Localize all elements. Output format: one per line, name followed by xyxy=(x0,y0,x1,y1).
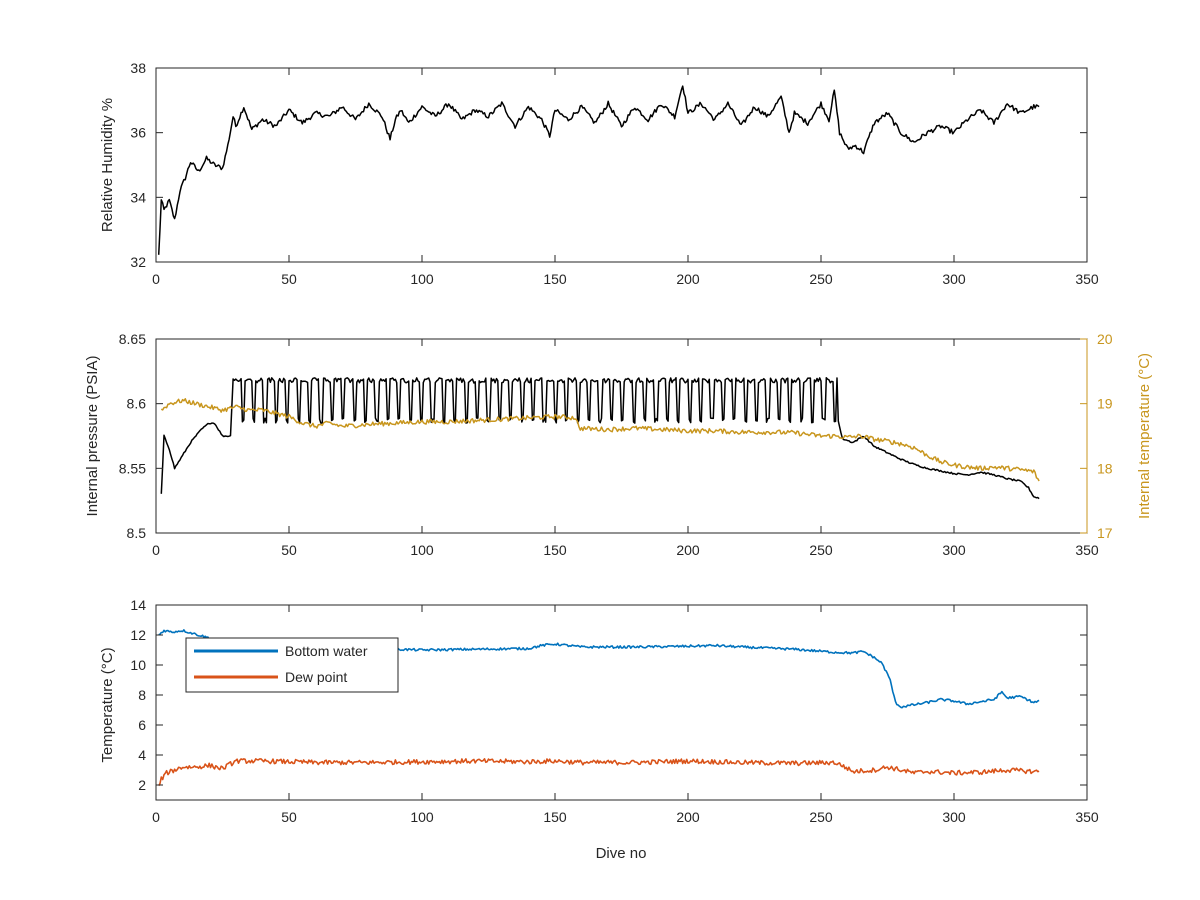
temperature-y-tick-label: 12 xyxy=(130,627,146,643)
pressure-x-tick-label: 100 xyxy=(410,542,434,558)
temperature-x-tick-label: 300 xyxy=(942,809,966,825)
internal-temperature-y-axis-label: Internal temperature (°C) xyxy=(1136,353,1153,519)
panel-humidity-axes-box xyxy=(155,67,1088,263)
pressure-x-tick-label: 50 xyxy=(281,542,297,558)
legend-label-dew-point: Dew point xyxy=(285,669,347,685)
temperature-y-ticks: 2 4 6 8 10 12 14 xyxy=(130,597,1087,793)
temperature-x-tick-label: 0 xyxy=(152,809,160,825)
legend: Bottom water Dew point xyxy=(185,637,399,693)
panel-pressure: 0 50 100 150 200 250 300 350 8.58.558.68.65 171… xyxy=(84,331,1153,558)
pressure-x-tick-label: 0 xyxy=(152,542,160,558)
temperature-y-axis-label: Temperature (°C) xyxy=(99,647,116,762)
humidity-x-tick-label: 250 xyxy=(809,271,833,287)
pressure-x-tick-label: 300 xyxy=(942,542,966,558)
temperature-y-tick-label: 2 xyxy=(138,777,146,793)
legend-label-bottom-water: Bottom water xyxy=(285,643,368,659)
humidity-x-tick-label: 150 xyxy=(543,271,567,287)
temperature-x-axis-label: Dive no xyxy=(596,845,647,862)
pressure-y-tick-label: 8.55 xyxy=(119,460,146,476)
panel-pressure-axes-box xyxy=(155,338,1088,534)
temperature-y-tick-label: 10 xyxy=(130,657,146,673)
humidity-y-tick-label: 32 xyxy=(130,254,146,270)
pressure-y-axis-label: Internal pressure (PSIA) xyxy=(84,356,101,517)
panel-humidity: 0 50 100 150 200 250 300 350 32 34 36 38 Relative … xyxy=(99,60,1099,287)
humidity-x-tick-label: 300 xyxy=(942,271,966,287)
temperature-y-tick-label: 4 xyxy=(138,747,146,763)
legend-box xyxy=(185,637,399,693)
temperature-right-y-ticks: 17 18 19 20 xyxy=(1080,331,1113,541)
pressure-y-tick-label: 8.5 xyxy=(127,525,147,541)
pressure-series-line-1 xyxy=(160,398,1040,482)
humidity-x-ticks: 0 50 100 150 200 250 300 350 xyxy=(152,68,1099,287)
humidity-y-ticks: 32 34 36 38 xyxy=(130,60,1087,270)
humidity-y-tick-label: 34 xyxy=(130,189,146,205)
pressure-x-tick-label: 350 xyxy=(1075,542,1099,558)
temperature-x-tick-label: 250 xyxy=(809,809,833,825)
temperature-x-tick-label: 200 xyxy=(676,809,700,825)
pressure-lines xyxy=(160,377,1040,500)
humidity-x-tick-label: 200 xyxy=(676,271,700,287)
right-y-tick-label: 20 xyxy=(1097,331,1113,347)
temperature-x-tick-label: 150 xyxy=(543,809,567,825)
temperature-x-tick-label: 350 xyxy=(1075,809,1099,825)
pressure-series-line-0 xyxy=(160,377,1040,500)
pressure-y-ticks: 8.5 8.55 8.6 8.65 xyxy=(119,331,163,541)
temperature-x-tick-label: 100 xyxy=(410,809,434,825)
temperature-y-tick-label: 6 xyxy=(138,717,146,733)
pressure-x-tick-label: 250 xyxy=(809,542,833,558)
pressure-y-tick-label: 8.65 xyxy=(119,331,146,347)
humidity-x-tick-label: 50 xyxy=(281,271,297,287)
humidity-x-tick-label: 100 xyxy=(410,271,434,287)
temperature-series-line-1 xyxy=(158,757,1040,787)
temperature-x-tick-label: 50 xyxy=(281,809,297,825)
humidity-lines xyxy=(157,85,1040,255)
temperature-y-tick-label: 8 xyxy=(138,687,146,703)
pressure-x-tick-label: 200 xyxy=(676,542,700,558)
humidity-series-line-0 xyxy=(157,85,1040,255)
right-y-tick-label: 18 xyxy=(1097,460,1113,476)
humidity-x-tick-label: 0 xyxy=(152,271,160,287)
panel-temperature: 0 50 100 150 200 250 300 350 2 4 6 8 10 12 14 Tempera… xyxy=(99,597,1099,862)
temperature-x-ticks: 0 50 100 150 200 250 300 350 xyxy=(152,605,1099,825)
humidity-y-axis-label: Relative Humidity % xyxy=(99,98,116,232)
temperature-y-tick-label: 14 xyxy=(130,597,146,613)
humidity-x-tick-label: 350 xyxy=(1075,271,1099,287)
right-y-tick-label: 19 xyxy=(1097,396,1113,412)
pressure-y-tick-label: 8.6 xyxy=(127,396,147,412)
humidity-y-tick-label: 36 xyxy=(130,125,146,141)
humidity-y-tick-label: 38 xyxy=(130,60,146,76)
pressure-x-tick-label: 150 xyxy=(543,542,567,558)
panel-temperature-axes-box xyxy=(155,604,1088,801)
right-y-tick-label: 17 xyxy=(1097,525,1113,541)
